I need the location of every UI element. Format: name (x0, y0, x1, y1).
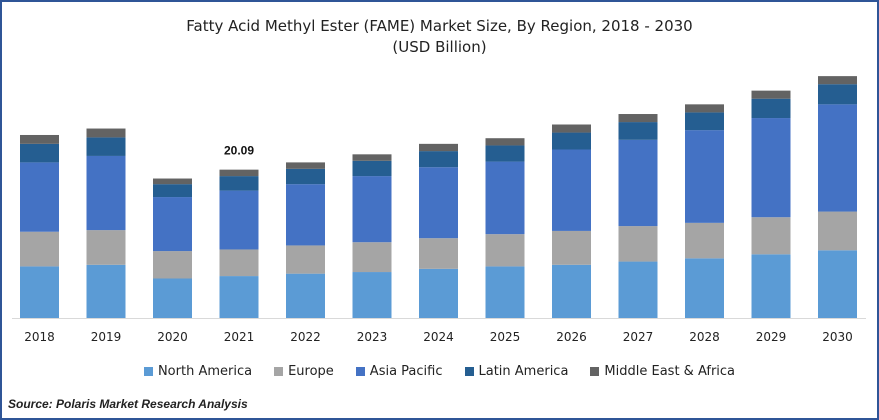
bar-segment-north-america-2028 (685, 258, 724, 318)
legend-swatch (464, 367, 474, 376)
x-tick-label: 2026 (556, 330, 587, 344)
legend-item: Asia Pacific (355, 364, 443, 379)
x-tick-label: 2021 (224, 330, 255, 344)
bar-segment-latin-america-2025 (485, 145, 525, 162)
bar-segment-asia-pacific-2026 (552, 149, 591, 231)
bar-segment-north-america-2019 (86, 264, 126, 318)
bar-segment-north-america-2030 (818, 250, 857, 318)
bar-segment-middle-east-africa-2028 (685, 104, 724, 113)
bar-segment-latin-america-2019 (86, 137, 126, 156)
bar-segment-europe-2028 (685, 222, 724, 259)
bar-segment-latin-america-2028 (685, 112, 724, 131)
bar-segment-latin-america-2026 (552, 132, 591, 150)
bar-segment-latin-america-2029 (751, 98, 791, 119)
x-tick-label: 2028 (689, 330, 720, 344)
bar-segment-asia-pacific-2027 (618, 139, 658, 227)
legend-item: North America (143, 364, 253, 379)
legend-swatch (143, 367, 153, 376)
legend-label: Latin America (478, 364, 569, 379)
bar-segment-latin-america-2023 (352, 160, 392, 177)
bar-segment-europe-2023 (352, 242, 392, 273)
bar-segment-middle-east-africa-2019 (86, 128, 126, 138)
bar-segment-asia-pacific-2018 (20, 162, 59, 232)
bar-segment-asia-pacific-2025 (485, 161, 525, 235)
bar-segment-middle-east-africa-2029 (751, 90, 791, 99)
chart-plot: 2018 2019 2020 2021 20.09 2022 2023 2024 2025 202… (12, 76, 866, 344)
bar-segment-asia-pacific-2022 (286, 184, 325, 246)
bar-segment-north-america-2021 (219, 276, 259, 318)
chart-title: Fatty Acid Methyl Ester (FAME) Market Si… (186, 17, 693, 35)
legend-label: Middle East & Africa (604, 364, 736, 379)
legend-swatch (590, 367, 600, 376)
bar-segment-asia-pacific-2028 (685, 130, 724, 223)
x-tick-label: 2020 (157, 330, 188, 344)
bar-segment-asia-pacific-2030 (818, 104, 857, 212)
x-tick-label: 2018 (24, 330, 55, 344)
bar-segment-latin-america-2027 (618, 122, 658, 140)
bar-segment-middle-east-africa-2020 (153, 178, 192, 185)
bar-segment-asia-pacific-2024 (419, 167, 458, 239)
chart-subtitle: (USD Billion) (392, 38, 487, 56)
bar-segment-middle-east-africa-2023 (352, 154, 392, 161)
x-tick-label: 2025 (490, 330, 521, 344)
x-tick-label: 2022 (290, 330, 321, 344)
bar-segment-europe-2029 (751, 217, 791, 255)
bar-segment-europe-2030 (818, 211, 857, 251)
legend-item: Middle East & Africa (590, 364, 735, 379)
bar-segment-europe-2022 (286, 245, 325, 274)
legend-label: North America (157, 364, 253, 379)
bar-segment-north-america-2026 (552, 264, 591, 318)
bar-segment-europe-2019 (86, 230, 126, 265)
bar-segment-asia-pacific-2020 (153, 197, 192, 252)
legend-label: Asia Pacific (369, 364, 443, 379)
bar-segment-asia-pacific-2021 (219, 190, 259, 250)
bar-segment-latin-america-2022 (286, 168, 325, 185)
bar-segment-north-america-2018 (20, 266, 59, 318)
bar-segment-asia-pacific-2029 (751, 118, 791, 218)
x-tick-label: 2024 (423, 330, 454, 344)
chart-legend: North America Europe Asia Pacific Latin Ame… (0, 364, 879, 379)
source-note: Source: Polaris Market Research Analysis (8, 397, 248, 411)
bar-segment-middle-east-africa-2018 (20, 134, 59, 144)
legend-swatch (355, 367, 365, 376)
bar-segment-middle-east-africa-2030 (818, 76, 857, 85)
bar-segment-north-america-2020 (153, 278, 192, 318)
bar-segment-europe-2024 (419, 238, 458, 269)
bar-segment-middle-east-africa-2024 (419, 143, 458, 152)
x-tick-label: 2027 (623, 330, 654, 344)
bar-segment-europe-2020 (153, 251, 192, 279)
bar-segment-latin-america-2024 (419, 151, 458, 168)
bar-segment-middle-east-africa-2021 (219, 169, 259, 177)
bar-segment-north-america-2023 (352, 272, 392, 318)
bar-segment-europe-2026 (552, 230, 591, 265)
bar-segment-europe-2021 (219, 249, 259, 277)
bar-segment-latin-america-2030 (818, 84, 857, 105)
legend-item: Europe (274, 364, 334, 379)
bar-segment-latin-america-2020 (153, 184, 192, 198)
bar-segment-north-america-2027 (618, 261, 658, 318)
bar-segment-asia-pacific-2023 (352, 176, 392, 243)
bar-segment-asia-pacific-2019 (86, 155, 126, 231)
x-tick-label: 2023 (357, 330, 388, 344)
x-tick-label: 2029 (756, 330, 787, 344)
bar-segment-north-america-2022 (286, 273, 325, 318)
legend-item: Latin America (464, 364, 569, 379)
bar-segment-middle-east-africa-2022 (286, 162, 325, 169)
legend-swatch (274, 367, 284, 376)
bar-segment-middle-east-africa-2025 (485, 138, 525, 146)
bar-segment-north-america-2024 (419, 268, 458, 318)
bar-segment-north-america-2025 (485, 266, 525, 318)
bar-segment-middle-east-africa-2027 (618, 114, 658, 123)
x-tick-label: 2019 (91, 330, 122, 344)
legend-label: Europe (288, 364, 334, 379)
bar-segment-europe-2018 (20, 231, 59, 267)
bar-segment-latin-america-2021 (219, 176, 259, 191)
data-label: 20.09 (224, 144, 254, 158)
bar-segment-europe-2025 (485, 234, 525, 267)
bar-segment-middle-east-africa-2026 (552, 124, 591, 133)
bar-segment-latin-america-2018 (20, 143, 59, 163)
bar-segment-north-america-2029 (751, 254, 791, 318)
bar-segment-europe-2027 (618, 226, 658, 262)
x-tick-label: 2030 (822, 330, 853, 344)
